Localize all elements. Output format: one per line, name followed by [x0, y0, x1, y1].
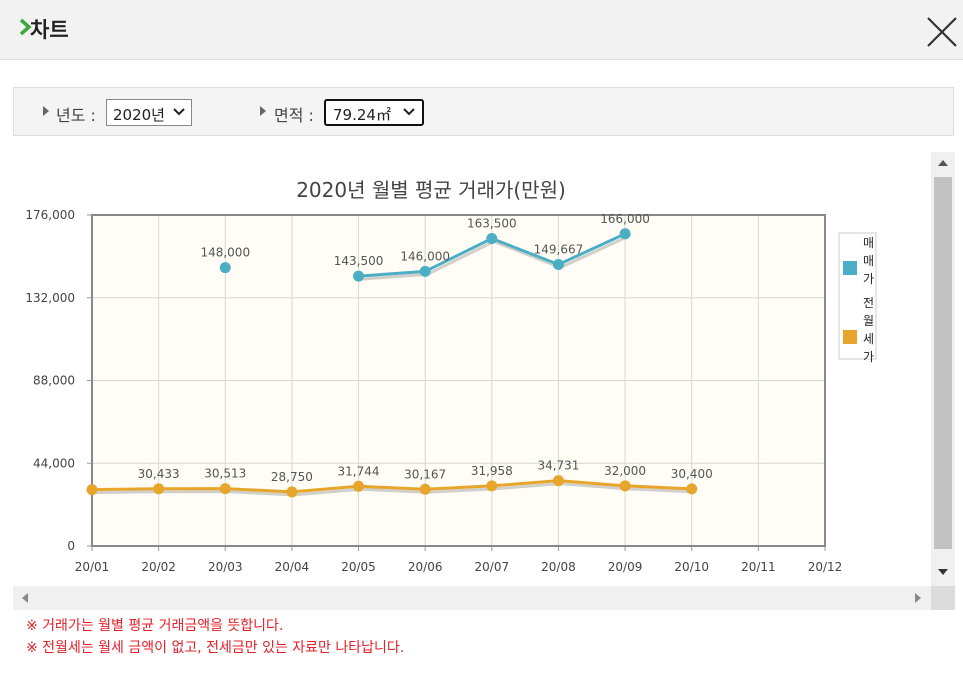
year-label: 년도 :: [56, 106, 96, 125]
modal-header: 차트: [0, 0, 963, 60]
data-point-sale: [219, 262, 231, 274]
x-tick-label: 20/01: [75, 560, 110, 574]
y-tick-label: 88,000: [33, 374, 75, 388]
data-label-rent: 31,744: [338, 464, 380, 478]
vertical-scrollbar[interactable]: [931, 152, 955, 586]
note-trade-price: ※ 거래가는 월별 평균 거래금액을 뜻합니다.: [26, 618, 284, 634]
data-point-rent: [153, 483, 165, 495]
scroll-up-arrow-icon[interactable]: [938, 160, 948, 166]
data-label-rent: 28,750: [271, 470, 313, 484]
data-point-rent: [353, 480, 365, 492]
close-icon[interactable]: [922, 12, 962, 52]
chevron-down-icon: [403, 108, 415, 116]
legend-swatch-rent: [843, 330, 857, 344]
modal-title: 차트: [30, 18, 69, 42]
data-label-rent: 30,400: [671, 467, 713, 481]
x-tick-label: 20/06: [408, 560, 443, 574]
data-point-rent: [552, 475, 564, 487]
line-chart: 2020년 월별 평균 거래가(만원) 20/01 20/02 20/03 20/04…: [25, 178, 877, 574]
data-point-sale: [353, 270, 365, 282]
x-tick-label: 20/10: [674, 560, 709, 574]
series-line-rent: [91, 479, 692, 494]
y-tick-label: 44,000: [33, 456, 75, 470]
data-point-rent: [686, 483, 698, 495]
series-line-shadow-rent: [93, 482, 694, 497]
x-tick-label: 20/02: [141, 560, 176, 574]
x-tick-label: 20/11: [741, 560, 776, 574]
year-select-value: 2020년: [113, 106, 165, 124]
filter-bar: 년도 : 2020년 면적 : 79.24㎡: [13, 87, 954, 136]
chevron-right-icon: [19, 18, 32, 36]
data-label-sale: 146,000: [400, 249, 450, 263]
x-tick-label: 20/05: [341, 560, 376, 574]
data-point-rent: [619, 480, 631, 492]
x-tick-label: 20/03: [208, 560, 243, 574]
data-label-rent: 30,513: [204, 467, 246, 481]
data-point-rent: [219, 483, 231, 495]
scroll-left-arrow-icon[interactable]: [22, 593, 28, 603]
data-label-sale: 148,000: [200, 246, 250, 260]
data-label-sale: 166,000: [600, 212, 650, 226]
data-point-rent: [286, 486, 298, 498]
year-select[interactable]: 2020년: [106, 99, 192, 126]
data-point-sale: [619, 228, 631, 240]
data-point-rent: [419, 483, 431, 495]
caret-right-icon: [43, 106, 49, 116]
data-label-rent: 32,000: [604, 464, 646, 478]
data-label-rent: 30,433: [138, 467, 180, 481]
area-label: 면적 :: [274, 106, 314, 125]
note-rent: ※ 전월세는 월세 금액이 없고, 전세금만 있는 자료만 나타납니다.: [26, 640, 405, 656]
scroll-down-arrow-icon[interactable]: [938, 569, 948, 575]
data-label-sale: 163,500: [467, 217, 517, 231]
data-label-rent: 30,167: [404, 467, 446, 481]
data-label-rent: 34,731: [537, 459, 579, 473]
horizontal-scrollbar[interactable]: [13, 586, 931, 610]
data-label-sale: 143,500: [334, 254, 384, 268]
data-point-rent: [486, 480, 498, 492]
x-tick-label: 20/09: [608, 560, 643, 574]
scroll-right-arrow-icon[interactable]: [915, 593, 921, 603]
data-point-sale: [486, 233, 498, 245]
area-select[interactable]: 79.24㎡: [324, 99, 424, 126]
data-label-sale: 149,667: [534, 243, 584, 257]
y-tick-label: 176,000: [25, 208, 75, 222]
area-select-value: 79.24㎡: [333, 106, 391, 124]
x-tick-label: 20/08: [541, 560, 576, 574]
scrollbar-corner: [931, 586, 955, 610]
data-point-sale: [419, 265, 431, 277]
chevron-down-icon: [173, 108, 185, 116]
caret-right-icon: [260, 106, 266, 116]
data-point-rent: [86, 484, 98, 496]
chart-title: 2020년 월별 평균 거래가(만원): [296, 178, 566, 202]
plot-border: [91, 214, 826, 547]
chart-container: 2020년 월별 평균 거래가(만원) 20/01 20/02 20/03 20/04…: [13, 152, 931, 586]
legend-swatch-sale: [843, 261, 857, 275]
data-point-sale: [552, 259, 564, 271]
data-label-rent: 31,958: [471, 464, 513, 478]
x-tick-label: 20/12: [808, 560, 843, 574]
vertical-scroll-thumb[interactable]: [934, 177, 952, 549]
y-tick-label: 132,000: [25, 291, 75, 305]
x-tick-label: 20/04: [275, 560, 310, 574]
y-tick-label: 0: [67, 539, 75, 553]
x-tick-label: 20/07: [475, 560, 510, 574]
